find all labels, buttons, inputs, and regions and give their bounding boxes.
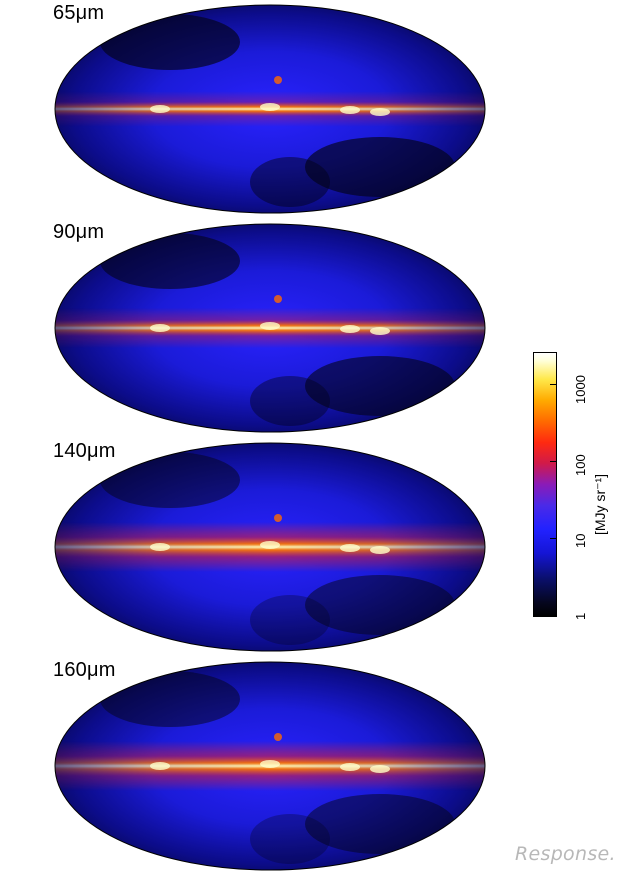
band-label-65um: 65μm [53, 2, 105, 24]
colorbar-tick [550, 461, 556, 462]
colorbar-tick [550, 384, 556, 385]
colorbar-tick [550, 538, 556, 539]
sky-map-65um: 65μm [50, 2, 490, 217]
colorbar-unit-label: [MJy sr⁻¹] [592, 473, 608, 535]
sky-map-160um: 160μm [50, 659, 490, 874]
colorbar-gradient [533, 352, 557, 617]
watermark-logo: Response. [515, 843, 616, 865]
band-label-90um: 90μm [53, 221, 105, 243]
band-label-140um: 140μm [53, 440, 116, 462]
colorbar: 1 10 100 1000 [MJy sr⁻¹] [533, 352, 623, 622]
colorbar-tick-label: 1 [573, 612, 588, 620]
sky-map-140um: 140μm [50, 440, 490, 655]
all-sky-image-90um [54, 223, 486, 433]
colorbar-tick-label: 10 [573, 533, 588, 548]
all-sky-image-65um [54, 4, 486, 214]
colorbar-tick [550, 615, 556, 616]
band-label-160um: 160μm [53, 659, 116, 681]
sky-map-90um: 90μm [50, 221, 490, 436]
all-sky-image-140um [54, 442, 486, 652]
colorbar-tick-label: 100 [573, 454, 588, 476]
all-sky-image-160um [54, 661, 486, 871]
colorbar-tick-label: 1000 [573, 375, 588, 404]
